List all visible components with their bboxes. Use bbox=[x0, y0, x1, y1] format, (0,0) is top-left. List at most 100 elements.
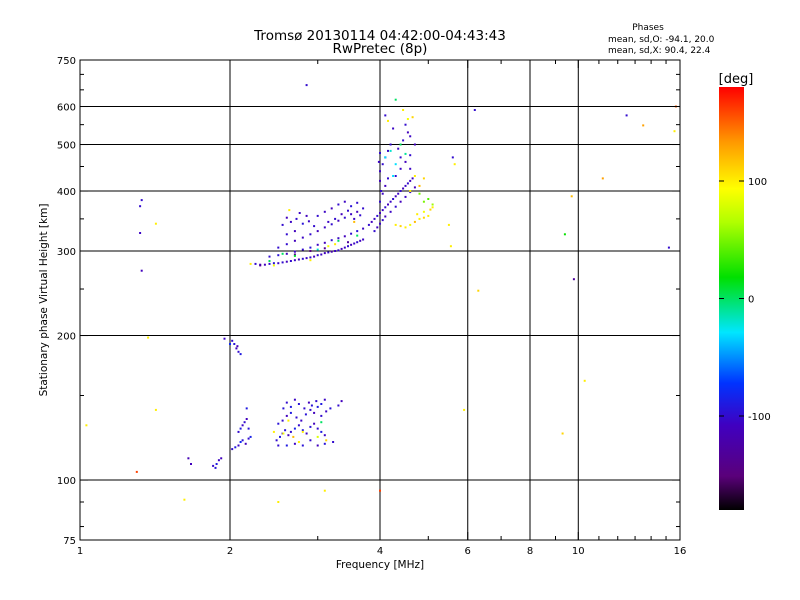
data-point bbox=[277, 254, 280, 257]
data-point bbox=[379, 200, 381, 203]
y-tick-label: 750 bbox=[57, 56, 76, 67]
x-axis-tick-labels: 1 2 4 6 8 10 16 bbox=[77, 546, 687, 557]
data-point bbox=[212, 464, 215, 467]
data-point bbox=[316, 435, 319, 438]
data-point bbox=[309, 256, 312, 259]
data-point bbox=[293, 230, 296, 233]
data-point bbox=[301, 236, 304, 239]
data-point bbox=[327, 245, 330, 248]
data-point bbox=[289, 405, 292, 408]
data-point bbox=[323, 247, 326, 250]
data-point bbox=[427, 198, 430, 200]
y-tick-label: 75 bbox=[63, 536, 76, 547]
data-point bbox=[215, 463, 218, 465]
data-point bbox=[362, 207, 365, 210]
data-point bbox=[399, 225, 402, 228]
data-point bbox=[422, 200, 425, 203]
data-point bbox=[416, 213, 419, 216]
data-point bbox=[379, 170, 381, 173]
data-point bbox=[304, 413, 307, 416]
data-point bbox=[249, 435, 252, 438]
data-point bbox=[397, 147, 400, 150]
data-point bbox=[402, 187, 405, 190]
data-point bbox=[411, 177, 414, 180]
data-point bbox=[323, 489, 326, 492]
data-point bbox=[289, 411, 292, 414]
data-point bbox=[247, 437, 250, 440]
x-tick-label: 10 bbox=[572, 546, 585, 557]
data-point bbox=[399, 190, 402, 192]
data-point bbox=[356, 234, 359, 237]
data-point bbox=[409, 223, 412, 226]
data-point bbox=[376, 214, 379, 217]
data-point bbox=[285, 243, 288, 246]
data-point bbox=[402, 109, 405, 111]
data-point bbox=[409, 154, 412, 157]
data-point bbox=[334, 250, 337, 252]
data-point bbox=[285, 401, 288, 404]
data-point bbox=[245, 418, 248, 420]
data-point bbox=[330, 250, 333, 253]
data-point bbox=[272, 430, 275, 433]
data-point bbox=[316, 405, 319, 408]
data-point bbox=[356, 241, 359, 244]
data-point bbox=[285, 216, 288, 219]
data-point bbox=[381, 209, 384, 212]
data-point bbox=[449, 245, 452, 248]
data-point bbox=[431, 206, 434, 209]
data-point bbox=[281, 223, 284, 226]
data-point bbox=[254, 262, 257, 265]
data-point bbox=[673, 130, 676, 133]
x-tick-label: 16 bbox=[674, 546, 687, 557]
data-point bbox=[384, 184, 387, 187]
data-point bbox=[389, 149, 392, 152]
data-point bbox=[237, 444, 240, 447]
data-point bbox=[332, 441, 335, 443]
data-point bbox=[301, 222, 304, 225]
data-point bbox=[392, 175, 395, 177]
data-point bbox=[399, 167, 402, 170]
data-point bbox=[287, 434, 290, 437]
data-point bbox=[625, 114, 628, 117]
data-point bbox=[418, 184, 421, 187]
data-point bbox=[315, 400, 318, 403]
data-point bbox=[394, 223, 397, 226]
data-point bbox=[249, 262, 252, 265]
data-point bbox=[239, 441, 242, 443]
data-point bbox=[570, 195, 573, 198]
data-point bbox=[340, 213, 343, 216]
data-point bbox=[235, 347, 238, 350]
y-tick-label: 600 bbox=[57, 103, 76, 114]
data-point bbox=[272, 264, 275, 267]
data-point bbox=[399, 156, 402, 159]
data-point bbox=[285, 444, 288, 447]
data-point bbox=[325, 410, 328, 413]
data-point bbox=[277, 262, 280, 265]
data-point bbox=[268, 260, 271, 262]
data-point bbox=[277, 246, 280, 249]
data-point bbox=[281, 419, 284, 422]
data-point bbox=[237, 350, 240, 353]
data-point bbox=[343, 235, 346, 238]
y-tick-label: 200 bbox=[57, 332, 76, 343]
data-point bbox=[316, 254, 319, 257]
data-point bbox=[323, 241, 326, 244]
data-point bbox=[183, 498, 186, 501]
data-point bbox=[379, 222, 381, 225]
data-point bbox=[418, 217, 421, 220]
data-point bbox=[263, 263, 266, 266]
data-point bbox=[307, 220, 310, 223]
data-point bbox=[370, 220, 373, 223]
data-point bbox=[237, 430, 240, 433]
data-point bbox=[337, 404, 340, 407]
data-point bbox=[384, 156, 387, 159]
data-point bbox=[139, 205, 142, 208]
colorbar-tick-label: -100 bbox=[748, 412, 771, 423]
data-point bbox=[310, 404, 313, 407]
data-point bbox=[289, 220, 292, 223]
data-point bbox=[187, 457, 190, 460]
data-point bbox=[309, 439, 312, 442]
data-point bbox=[347, 245, 349, 248]
data-point bbox=[285, 414, 288, 417]
data-point bbox=[285, 233, 288, 236]
